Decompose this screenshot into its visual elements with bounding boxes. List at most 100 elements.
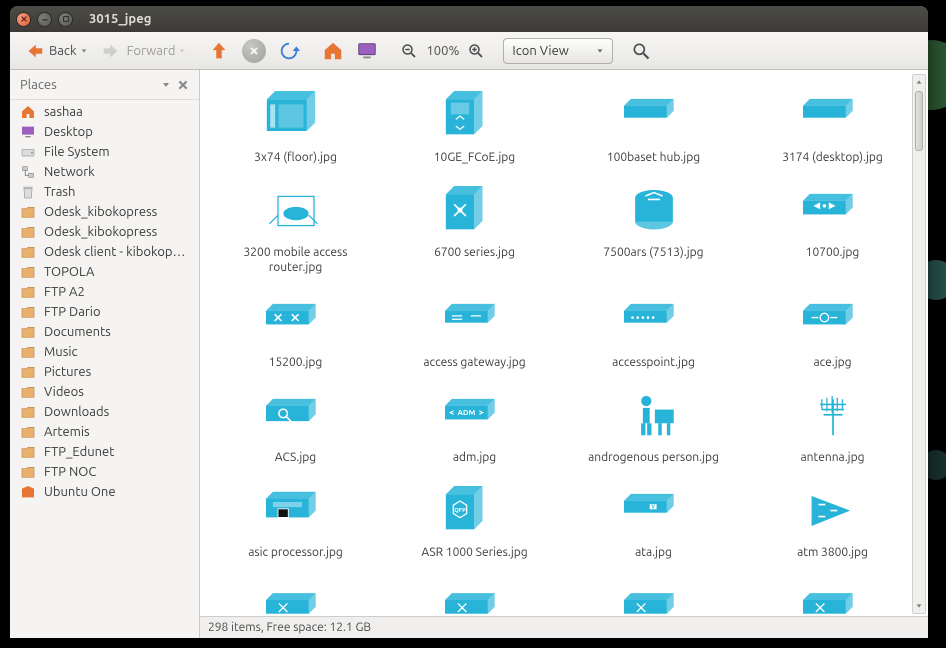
sidebar-item-label: FTP A2 [44,285,85,299]
file-thumbnail [797,181,869,241]
sidebar-item-ftpdario[interactable]: FTP Dario [10,302,199,322]
file-item[interactable]: antenna.jpg [745,382,920,469]
stop-button[interactable] [238,36,270,66]
titlebar[interactable]: 3015_jpeg [10,6,928,32]
view-mode-dropdown[interactable]: Icon View [503,38,613,64]
search-button[interactable] [627,38,655,64]
folder-icon [20,224,36,240]
file-thumbnail [260,576,332,616]
close-button[interactable] [16,12,31,27]
folder-icon [20,264,36,280]
file-item[interactable]: ace.jpg [745,287,920,374]
zoom-out-button[interactable] [396,39,422,63]
sidebar-item-pictures[interactable]: Pictures [10,362,199,382]
file-thumbnail [618,291,690,351]
sidebar-item-label: Desktop [44,125,93,139]
file-item[interactable]: 100baset hub.jpg [566,82,741,169]
home-button[interactable] [318,37,348,65]
sidebar-item-network[interactable]: Network [10,162,199,182]
file-label: access gateway.jpg [423,355,525,370]
reload-button[interactable] [274,37,304,65]
sidebar-close-icon[interactable] [177,79,189,91]
file-item[interactable]: ACS.jpg [208,382,383,469]
file-item[interactable]: 3200 mobile access router.jpg [208,177,383,279]
sidebar-item-documents[interactable]: Documents [10,322,199,342]
sidebar-item-odesk3[interactable]: Odesk client - kibokop… [10,242,199,262]
drive-icon [20,144,36,160]
vertical-scrollbar[interactable] [912,74,926,614]
file-item[interactable]: 15200.jpg [208,287,383,374]
file-label: accesspoint.jpg [612,355,695,370]
back-button[interactable]: Back [18,37,92,65]
file-item[interactable]: 3174 (desktop).jpg [745,82,920,169]
sidebar-item-label: Network [44,165,95,179]
sidebar-item-ubuntuone[interactable]: Ubuntu One [10,482,199,502]
sidebar-item-videos[interactable]: Videos [10,382,199,402]
scroll-up-button[interactable] [913,75,925,89]
file-item[interactable]: androgenous person.jpg [566,382,741,469]
maximize-button[interactable] [58,12,73,27]
sidebar-item-odesk2[interactable]: Odesk_kibokopress [10,222,199,242]
file-label: antenna.jpg [801,450,865,465]
trash-icon [20,184,36,200]
minimize-button[interactable] [37,12,52,27]
file-thumbnail [260,181,332,241]
forward-button[interactable]: Forward [96,37,191,65]
folder-icon [20,464,36,480]
file-thumbnail [260,481,332,541]
sidebar-item-ftpnoc[interactable]: FTP NOC [10,462,199,482]
file-item[interactable]: 6700 series.jpg [387,177,562,279]
scroll-thumb[interactable] [915,91,923,151]
file-item[interactable]: QFP ASR 1000 Series.jpg [387,477,562,564]
file-item[interactable]: accesspoint.jpg [566,287,741,374]
folder-icon [20,404,36,420]
file-label: 15200.jpg [269,355,323,370]
sidebar-item-downloads[interactable]: Downloads [10,402,199,422]
file-thumbnail [797,291,869,351]
file-item[interactable] [208,572,383,616]
sidebar-item-desktop[interactable]: Desktop [10,122,199,142]
file-item[interactable]: asic processor.jpg [208,477,383,564]
ubuntu-icon [20,484,36,500]
file-item[interactable]: 10GE_FCoE.jpg [387,82,562,169]
sidebar-item-artemis[interactable]: Artemis [10,422,199,442]
file-thumbnail [797,576,869,616]
sidebar-item-label: Music [44,345,78,359]
file-label: ACS.jpg [275,450,316,465]
file-item[interactable] [387,572,562,616]
sidebar-item-ftpedunet[interactable]: FTP_Edunet [10,442,199,462]
file-label: asic processor.jpg [248,545,343,560]
file-label: 10700.jpg [806,245,860,260]
sidebar-collapse-icon[interactable] [161,80,171,90]
file-item[interactable] [566,572,741,616]
computer-button[interactable] [352,37,382,65]
file-thumbnail [797,86,869,146]
sidebar-item-topola[interactable]: TOPOLA [10,262,199,282]
file-item[interactable]: ADM adm.jpg [387,382,562,469]
sidebar-item-home[interactable]: sashaa [10,102,199,122]
file-grid[interactable]: 3x74 (floor).jpg 10GE_FCoE.jpg 100baset … [200,70,928,616]
file-item[interactable]: access gateway.jpg [387,287,562,374]
file-label: adm.jpg [453,450,496,465]
file-label: 100baset hub.jpg [607,150,700,165]
sidebar-header: Places [10,70,199,100]
sidebar-item-ftpa2[interactable]: FTP A2 [10,282,199,302]
scroll-down-button[interactable] [913,599,925,613]
file-item[interactable]: 7500ars (7513).jpg [566,177,741,279]
file-item[interactable]: atm 3800.jpg [745,477,920,564]
file-label: ace.jpg [813,355,851,370]
file-item[interactable]: 3x74 (floor).jpg [208,82,383,169]
file-item[interactable] [745,572,920,616]
file-thumbnail [618,181,690,241]
zoom-level: 100% [426,44,459,58]
file-item[interactable]: V ata.jpg [566,477,741,564]
file-item[interactable]: 10700.jpg [745,177,920,279]
sidebar-item-music[interactable]: Music [10,342,199,362]
zoom-in-button[interactable] [463,39,489,63]
sidebar-item-filesystem[interactable]: File System [10,142,199,162]
sidebar-item-trash[interactable]: Trash [10,182,199,202]
sidebar-item-label: FTP Dario [44,305,101,319]
toolbar: Back Forward 100% [10,32,928,70]
up-button[interactable] [204,37,234,65]
sidebar-item-odesk1[interactable]: Odesk_kibokopress [10,202,199,222]
